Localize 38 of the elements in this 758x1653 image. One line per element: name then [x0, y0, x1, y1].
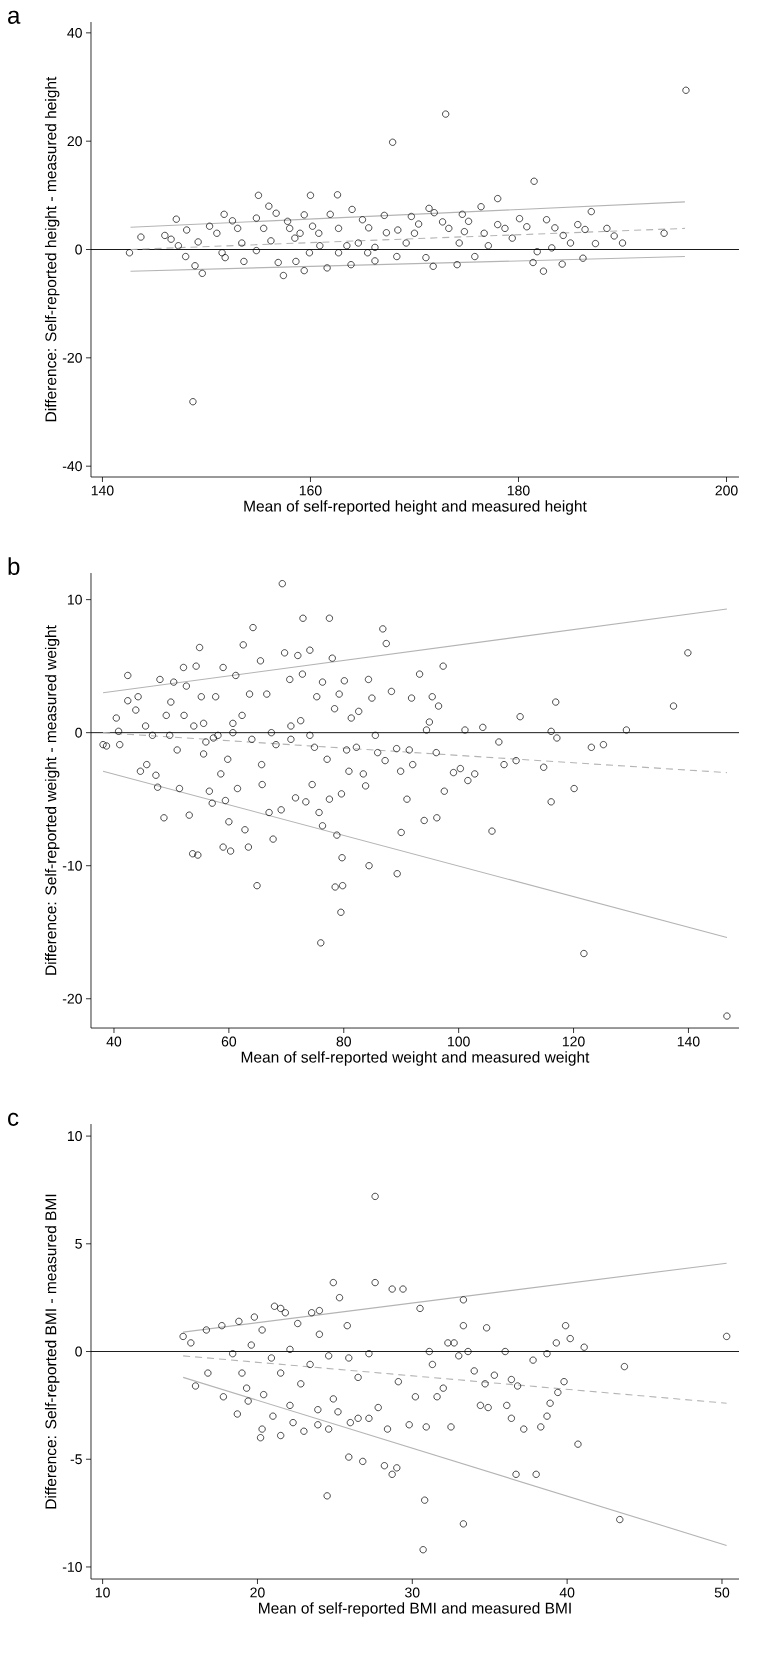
chart-title: a — [8, 10, 21, 24]
y-tick-label: -40 — [62, 461, 82, 472]
x-tick-label: 140 — [91, 485, 114, 496]
y-tick-label: 10 — [67, 594, 82, 605]
x-tick-label: 180 — [507, 485, 530, 496]
x-tick-label: 160 — [299, 485, 322, 496]
y-tick-label: 0 — [75, 244, 82, 255]
x-tick-label: 120 — [562, 1036, 585, 1047]
y-tick-label: 10 — [67, 1131, 82, 1142]
x-axis-title: Mean of self-reported height and measured height — [244, 500, 587, 515]
x-tick-label: 40 — [106, 1036, 122, 1047]
x-tick-label: 140 — [677, 1036, 700, 1047]
y-tick-label: -10 — [62, 1562, 82, 1572]
x-tick-label: 60 — [221, 1036, 237, 1047]
y-tick-label: -20 — [62, 993, 82, 1004]
x-tick-label: 10 — [95, 1587, 110, 1598]
x-axis-title: Mean of self-reported weight and measured weight — [241, 1051, 590, 1066]
y-tick-label: 0 — [75, 1346, 82, 1357]
x-tick-label: 80 — [336, 1036, 351, 1047]
chart-title: c — [8, 1112, 19, 1126]
y-axis-title: Difference: Self-reported weight - measured weight — [44, 625, 60, 975]
x-tick-label: 100 — [448, 1036, 470, 1047]
x-tick-label: 40 — [559, 1587, 575, 1598]
y-tick-label: 40 — [67, 27, 82, 38]
x-tick-label: 30 — [405, 1587, 420, 1598]
y-axis-title: Difference: Self-reported height - measured height — [44, 76, 60, 422]
x-tick-label: 50 — [714, 1587, 730, 1598]
x-tick-label: 200 — [715, 485, 738, 496]
chart-title: b — [8, 557, 20, 575]
y-tick-label: -5 — [70, 1454, 82, 1465]
y-tick-label: 20 — [67, 136, 82, 147]
x-axis-title: Mean of self-reported BMI and measured BMI — [259, 1602, 571, 1617]
y-tick-label: -10 — [62, 860, 82, 871]
y-tick-label: 5 — [75, 1238, 82, 1249]
y-tick-label: 0 — [75, 727, 82, 738]
y-axis-title: Difference: Self-reported BMI - measured BMI — [44, 1194, 60, 1509]
x-tick-label: 20 — [250, 1587, 265, 1598]
y-tick-label: -20 — [62, 352, 82, 363]
